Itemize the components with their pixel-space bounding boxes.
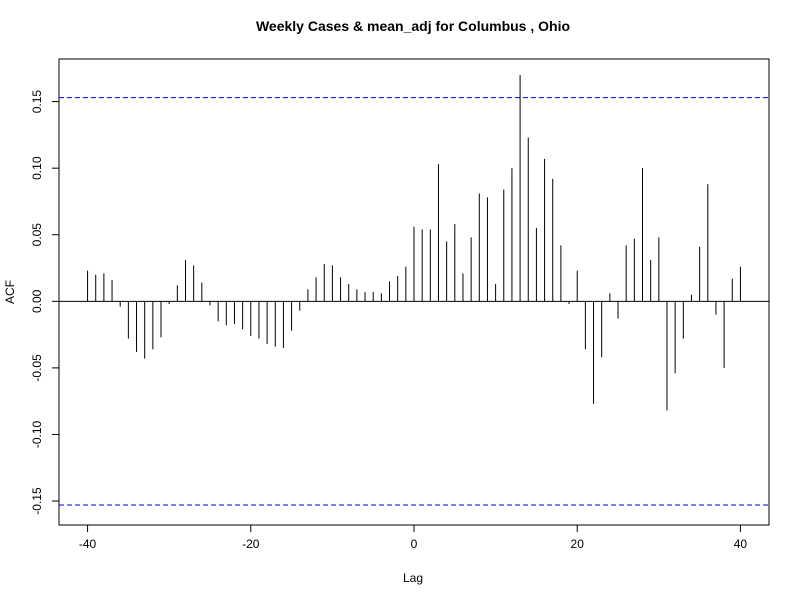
x-axis: -40 -20 0 20 40 bbox=[79, 525, 748, 551]
y-tick-label: 0.15 bbox=[30, 90, 44, 114]
x-tick-label: 0 bbox=[411, 537, 418, 551]
x-tick-label: -40 bbox=[79, 537, 97, 551]
chart-title: Weekly Cases & mean_adj for Columbus , O… bbox=[256, 18, 570, 34]
y-tick-label: -0.10 bbox=[30, 420, 44, 448]
y-tick-label: -0.05 bbox=[30, 354, 44, 382]
y-axis: -0.15 -0.10 -0.05 0.00 0.05 0.10 0.15 bbox=[30, 90, 59, 515]
x-tick-label: 40 bbox=[734, 537, 748, 551]
y-tick-label: 0.05 bbox=[30, 223, 44, 247]
x-tick-label: 20 bbox=[571, 537, 585, 551]
x-tick-label: -20 bbox=[242, 537, 260, 551]
confidence-bounds bbox=[59, 97, 769, 506]
y-axis-label: ACF bbox=[3, 280, 17, 304]
x-axis-label: Lag bbox=[403, 571, 423, 585]
y-tick-label: 0.10 bbox=[30, 156, 44, 180]
acf-bars bbox=[87, 74, 741, 411]
y-tick-label: 0.00 bbox=[30, 289, 44, 313]
y-tick-label: -0.15 bbox=[30, 487, 44, 515]
